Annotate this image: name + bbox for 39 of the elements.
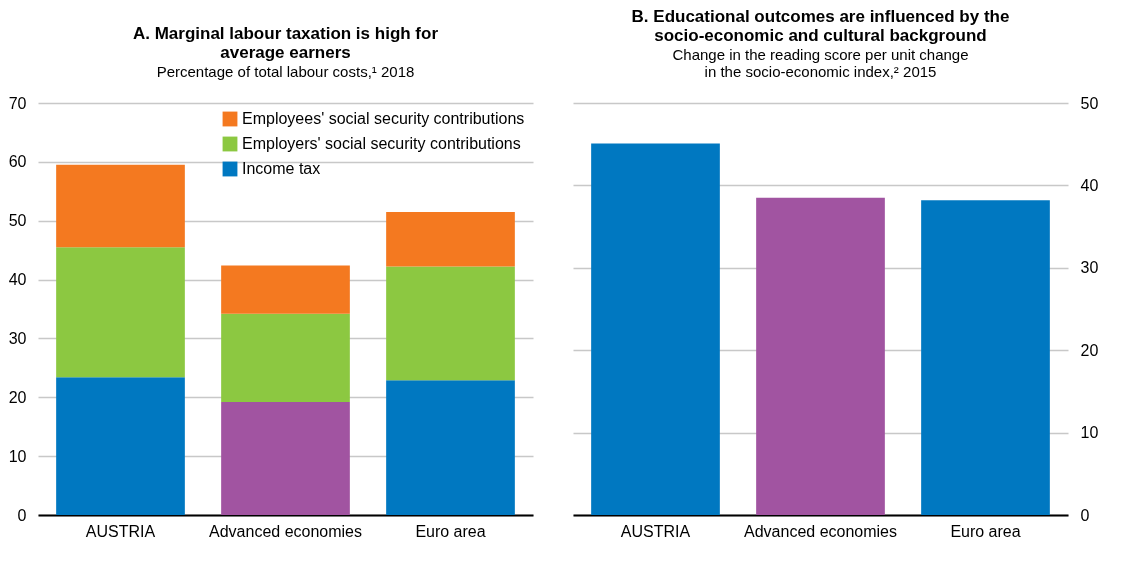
y-tick-label: 70 [8, 94, 27, 112]
chart-subtitle: Change in the reading score per unit change in the socio-economic index,² 2015 [672, 46, 969, 80]
y-tick-label: 50 [8, 212, 27, 230]
bar [591, 143, 720, 515]
y2-tick-label: 40 [1080, 176, 1099, 194]
y-tick-label: 30 [8, 329, 27, 347]
bar [386, 266, 515, 381]
chart-title: B. Educational outcomes are influenced by the socio-economic and cultural background [631, 7, 1010, 45]
y2-tick-label: 30 [1080, 259, 1099, 277]
y-tick-label: 60 [8, 153, 27, 171]
legend-label: Income tax [242, 160, 321, 177]
y-tick-label: 0 [17, 506, 27, 524]
bar [56, 164, 185, 248]
y2-tick-label: 0 [1080, 506, 1090, 524]
y-tick-label: 40 [8, 271, 27, 289]
legend-label: Employees' social security contributions [242, 110, 525, 127]
x-tick-label: Euro area [415, 522, 486, 540]
bar [386, 211, 515, 267]
bar [221, 401, 350, 515]
x-tick-label: AUSTRIA [85, 522, 156, 540]
chart-title: A. Marginal labour taxation is high for average earners [132, 24, 439, 62]
y2-tick-label: 50 [1080, 94, 1099, 112]
bar [921, 200, 1050, 515]
y-tick-label: 10 [8, 447, 27, 465]
x-tick-label: AUSTRIA [620, 522, 691, 540]
legend-label: Employers' social security contributions [242, 135, 521, 152]
y-tick-label: 20 [8, 388, 27, 406]
chart-subtitle: Percentage of total labour costs,¹ 2018 [156, 63, 415, 80]
bar [56, 377, 185, 515]
x-tick-label: Euro area [950, 522, 1021, 540]
bar [221, 313, 350, 402]
x-tick-label: Advanced economies [744, 522, 897, 540]
bar [756, 197, 885, 515]
y2-tick-label: 10 [1080, 424, 1099, 442]
bar [221, 265, 350, 314]
bar [56, 247, 185, 378]
y2-tick-label: 20 [1080, 341, 1099, 359]
x-tick-label: Advanced economies [209, 522, 362, 540]
bar [386, 380, 515, 515]
